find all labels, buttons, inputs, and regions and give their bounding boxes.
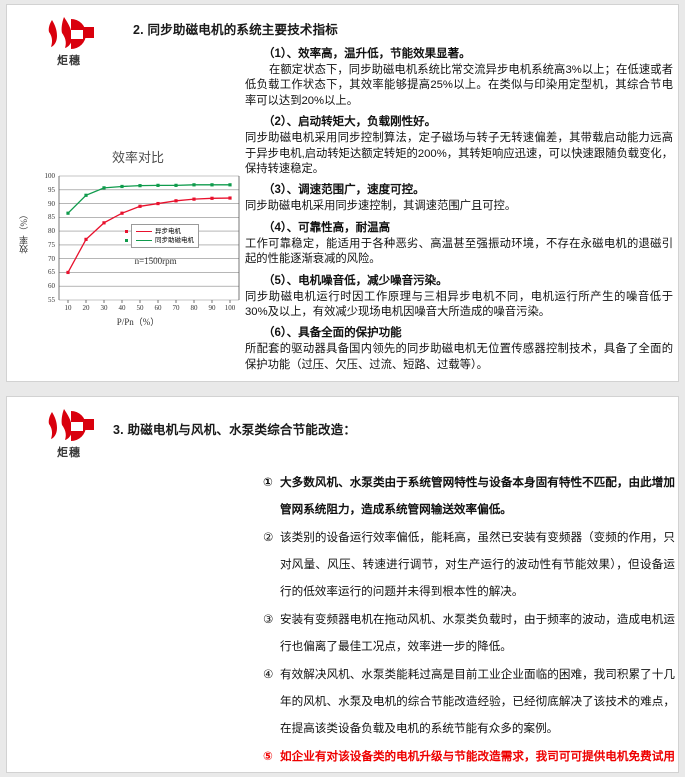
- section-body-3: 同步助磁电机采用同步速控制，其调速范围广且可控。: [245, 200, 517, 213]
- list-item: ④ 有效解决风机、水泵类能耗过高是目前工业企业面临的困难，我司积累了十几年的风机…: [263, 661, 675, 742]
- chart1-y-tick: 60: [48, 282, 55, 291]
- chart1-y-tick: 70: [48, 254, 55, 263]
- chart1-y-axis-label: 效率（%）: [19, 210, 29, 254]
- list-item: ② 该类别的设备运行效率偏低，能耗高，虽然已安装有变频器（变频的作用，只对风量、…: [263, 524, 675, 605]
- section-heading-3: （3）、调速范围广，速度可控。: [263, 184, 425, 197]
- legend-label: 同步助磁电机: [155, 237, 194, 245]
- chart1-x-tick: 40: [118, 304, 126, 312]
- legend-marker-icon: [125, 239, 128, 243]
- section-heading-5: （5）、电机噪音低，减少噪音污染。: [263, 274, 448, 287]
- section-heading-4: （4）、可靠性高，耐温高: [263, 221, 391, 234]
- chart1-x-tick: 70: [172, 304, 180, 312]
- logo-company-name-2: 炬穗: [57, 447, 81, 459]
- flame-circle-square-icon-2: [48, 409, 94, 441]
- chart1-y-tick: 75: [48, 240, 55, 249]
- section-heading-1: （1）、效率高，温升低，节能效果显著。: [263, 48, 471, 60]
- section-body-6: 所配套的驱动器具备国内领先的同步助磁电机无位置传感器控制技术，具备了全面的保护功…: [245, 343, 673, 371]
- list-text: 该类别的设备运行效率偏低，能耗高，虽然已安装有变频器（变频的作用，只对风量、风压…: [280, 531, 675, 598]
- chart1-x-tick: 50: [136, 304, 144, 312]
- logo-mark-icon-2: [38, 407, 100, 443]
- chart1-x-tick: 60: [154, 304, 162, 312]
- slide2-text-column: ① 大多数风机、水泵类由于系统管网特性与设备本身固有特性不匹配，由此增加管网系统…: [263, 469, 678, 772]
- efficiency-comparison-chart: 效率对比 55 60 65 70 75 80 85 90 95 100 10 20 30 40 50 60 70…: [19, 147, 247, 331]
- company-logo: 炬穗: [33, 15, 105, 68]
- slide2-title: 3. 助磁电机与风机、水泵类综合节能改造：: [113, 423, 357, 437]
- legend-line-swatch: [136, 240, 152, 242]
- list-text: 有效解决风机、水泵类能耗过高是目前工业企业面临的困难，我司积累了十几年的风机、水…: [280, 668, 675, 735]
- chart1-title: 效率对比: [111, 150, 164, 165]
- chart1-legend-item-1: 同步助磁电机: [125, 236, 194, 245]
- list-text: 如企业有对该设备类的电机升级与节能改造需求，我司可可提供电机免费试用运行，以达到…: [280, 750, 675, 763]
- list-marker: ④: [263, 668, 274, 681]
- flame-circle-square-icon: [48, 17, 94, 49]
- chart1-legend-item-0: 异步电机: [125, 227, 194, 236]
- chart1-x-tick: 100: [224, 304, 236, 312]
- list-text: 安装有变频器电机在拖动风机、水泵类负载时，由于频率的波动，造成电机运行也偏离了最…: [280, 613, 675, 653]
- logo-company-name: 炬穗: [57, 55, 81, 67]
- chart1-plot-area: 55 60 65 70 75 80 85 90 95 100 10 20 30 40 50 60 70 80 90 1…: [19, 168, 247, 330]
- chart1-x-axis-label: P/Pn（%）: [116, 317, 160, 327]
- section-heading-6: （6）、具备全面的保护功能: [263, 327, 402, 340]
- slide1-title: 2. 同步助磁电机的系统主要技术指标: [133, 23, 338, 37]
- chart1-x-tick: 10: [64, 304, 72, 312]
- list-item: ⑤ 如企业有对该设备类的电机升级与节能改造需求，我司可可提供电机免费试用运行，以…: [263, 743, 675, 772]
- slide-energy-saving: 炬穗 3. 助磁电机与风机、水泵类综合节能改造： 泵类负载效率对比 010203…: [6, 396, 679, 773]
- chart1-y-tick: 55: [48, 296, 55, 304]
- chart1-y-tick: 65: [48, 268, 55, 277]
- chart1-y-tick: 100: [44, 172, 56, 180]
- legend-label: 异步电机: [155, 228, 181, 236]
- section-body-1: 在额定状态下，同步助磁电机系统比常交流异步电机系统高3%以上；在低速或者低负载工…: [245, 64, 673, 107]
- chart1-x-tick: 80: [190, 304, 198, 312]
- chart1-y-tick: 80: [48, 227, 55, 236]
- list-text: 大多数风机、水泵类由于系统管网特性与设备本身固有特性不匹配，由此增加管网系统阻力…: [280, 476, 675, 516]
- chart1-x-tick: 90: [208, 304, 216, 312]
- legend-marker-icon: [125, 230, 128, 234]
- list-item: ① 大多数风机、水泵类由于系统管网特性与设备本身固有特性不匹配，由此增加管网系统…: [263, 469, 675, 523]
- chart1-x-tick: 30: [100, 304, 108, 312]
- section-heading-2: （2）、启动转矩大，负载刚性好。: [263, 116, 437, 129]
- company-logo-2: 炬穗: [33, 407, 105, 460]
- legend-line-swatch: [136, 231, 152, 233]
- section-body-5: 同步助磁电机运行时因工作原理与三相异步电机不同，电机运行所产生的噪音低于30%及…: [245, 290, 673, 319]
- slide-technical-specs: 炬穗 2. 同步助磁电机的系统主要技术指标 效率对比 55 60 65 70 75 80 8…: [6, 4, 679, 382]
- chart1-annotation: n=1500rpm: [134, 255, 177, 266]
- logo-mark-icon: [38, 15, 100, 51]
- list-marker: ②: [263, 531, 274, 544]
- list-item: ③ 安装有变频器电机在拖动风机、水泵类负载时，由于频率的波动，造成电机运行也偏离…: [263, 606, 675, 660]
- slide1-text-column: （1）、效率高，温升低，节能效果显著。 在额定状态下，同步助磁电机系统比常交流异…: [245, 45, 678, 375]
- section-body-4: 工作可靠稳定，能适用于各种恶劣、高温甚至强振动环境，不存在永磁电机的退磁引起的性…: [245, 237, 673, 266]
- chart1-y-tick: 95: [48, 185, 55, 194]
- chart1-legend: 异步电机 同步助磁电机: [125, 224, 199, 249]
- chart1-y-tick: 90: [48, 199, 55, 208]
- section-body-2: 同步助磁电机采用同步控制算法，定子磁场与转子无转速偏差，其带载启动能力远高于异步…: [245, 132, 673, 176]
- chart1-x-tick: 20: [82, 304, 90, 312]
- list-marker: ①: [263, 476, 273, 489]
- list-marker: ⑤: [263, 750, 273, 763]
- chart1-y-tick: 85: [48, 213, 55, 222]
- list-marker: ③: [263, 613, 274, 626]
